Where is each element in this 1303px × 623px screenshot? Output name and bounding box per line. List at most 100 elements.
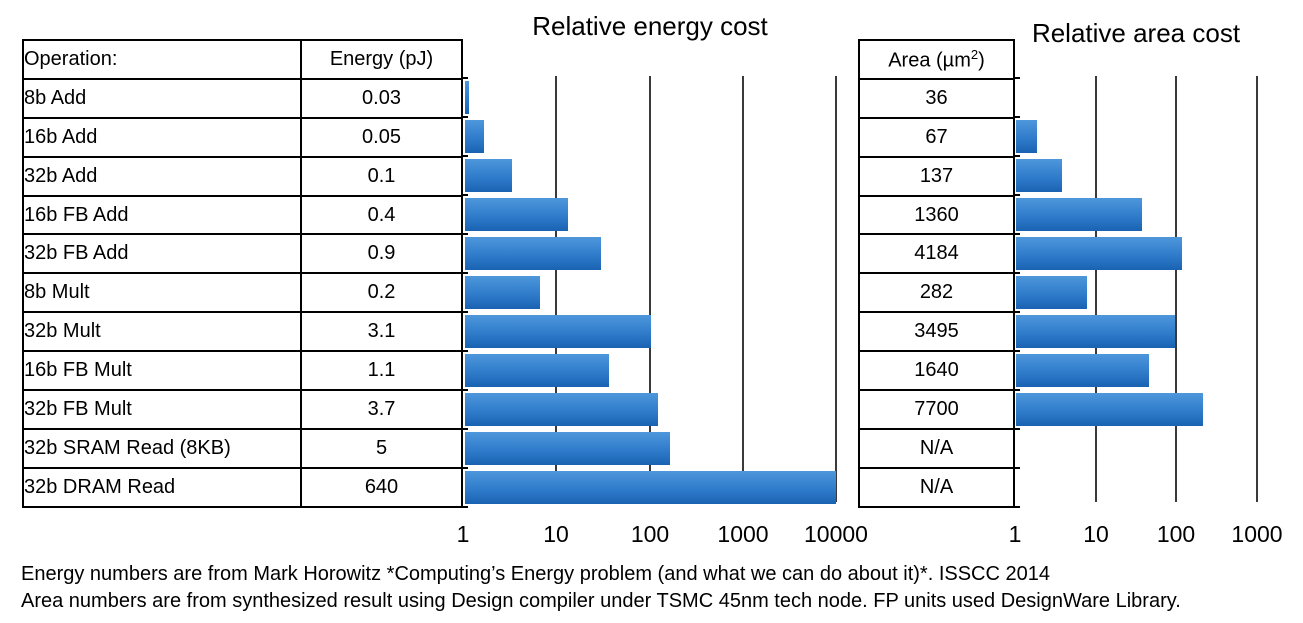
axis-tick-mark	[1015, 194, 1020, 196]
energy-axis-tick-label: 10000	[804, 521, 868, 547]
axis-tick-mark	[1015, 506, 1020, 508]
energy-value-cell: 0.2	[300, 272, 463, 314]
area-header-cell: Area (µm2)	[858, 39, 1015, 80]
table-row: 8b Mult 0.2	[22, 272, 463, 314]
area-gridline	[1256, 76, 1258, 502]
energy-axis-tick-label: 10	[543, 521, 569, 547]
axis-tick-mark	[463, 350, 468, 352]
axis-tick-mark	[463, 311, 468, 313]
area-bar	[1016, 393, 1203, 426]
area-value-cell: 67	[858, 116, 1015, 158]
axis-tick-mark	[463, 194, 468, 196]
area-value-cell: N/A	[858, 466, 1015, 508]
operation-cell: 8b Add	[22, 77, 302, 119]
area-bar	[1016, 159, 1062, 192]
area-value-cell: 282	[858, 272, 1015, 314]
area-bar	[1016, 276, 1087, 309]
energy-bar	[465, 81, 469, 114]
table-row: 32b FB Mult 3.7	[22, 389, 463, 430]
table-row: 3495	[858, 311, 1015, 353]
energy-value-cell: 0.03	[300, 77, 463, 119]
area-gridline	[1175, 76, 1177, 502]
energy-value-cell: 0.9	[300, 233, 463, 275]
area-axis-tick-label: 100	[1156, 521, 1196, 547]
operation-cell: 32b FB Mult	[22, 389, 302, 430]
area-value-cell: 3495	[858, 311, 1015, 353]
table-row: 36	[858, 77, 1015, 119]
table-row: 32b DRAM Read 640	[22, 466, 463, 508]
table-row: 32b SRAM Read (8KB) 5	[22, 427, 463, 469]
axis-tick-mark	[1015, 233, 1020, 235]
table-row: Operation: Energy (pJ)	[22, 39, 463, 80]
operation-cell: 16b FB Mult	[22, 350, 302, 392]
axis-tick-mark	[463, 428, 468, 430]
area-gridline	[1095, 76, 1097, 502]
operation-cell: 16b Add	[22, 116, 302, 158]
area-chart-title: Relative area cost	[1031, 18, 1241, 48]
table-row: N/A	[858, 466, 1015, 508]
operation-cell: 32b FB Add	[22, 233, 302, 275]
energy-value-cell: 0.1	[300, 155, 463, 197]
table-row: 1640	[858, 350, 1015, 392]
energy-gridline	[742, 76, 744, 502]
energy-bar	[465, 354, 609, 387]
axis-tick-mark	[463, 506, 468, 508]
area-axis-tick-label: 1000	[1231, 521, 1283, 547]
energy-bar	[465, 276, 540, 309]
table-row: Area (µm2)	[858, 39, 1015, 80]
energy-value-cell: 0.05	[300, 116, 463, 158]
table-row: 8b Add 0.03	[22, 77, 463, 119]
area-value-cell: 1640	[858, 350, 1015, 392]
axis-tick-mark	[1015, 311, 1020, 313]
area-value-cell: 36	[858, 77, 1015, 119]
area-value-cell: 1360	[858, 194, 1015, 236]
area-value-cell: N/A	[858, 427, 1015, 469]
energy-chart-title: Relative energy cost	[532, 11, 768, 41]
area-axis-tick-label: 1	[1008, 521, 1022, 547]
axis-tick-mark	[463, 233, 468, 235]
area-bar	[1016, 198, 1142, 231]
operation-cell: 8b Mult	[22, 272, 302, 314]
area-value-cell: 4184	[858, 233, 1015, 275]
area-header-superscript: 2	[970, 46, 979, 62]
area-bar	[1016, 315, 1175, 348]
table-row: 16b Add 0.05	[22, 116, 463, 158]
axis-tick-mark	[463, 116, 468, 118]
area-table: Area (µm2) 36 67 137 1360 4184 282 3495 1640 7700…	[858, 39, 1015, 508]
area-value-cell: 7700	[858, 389, 1015, 430]
operation-energy-table: Operation: Energy (pJ) 8b Add 0.03 16b Add 0.…	[22, 39, 463, 508]
table-row: 32b FB Add 0.9	[22, 233, 463, 275]
axis-tick-mark	[1015, 116, 1020, 118]
table-row: 137	[858, 155, 1015, 197]
energy-bar	[465, 198, 568, 231]
energy-gridline	[555, 76, 557, 502]
table-row: 32b Mult 3.1	[22, 311, 463, 353]
axis-tick-mark	[1015, 428, 1020, 430]
energy-bar	[465, 120, 484, 153]
axis-tick-mark	[463, 272, 468, 274]
operation-cell: 16b FB Add	[22, 194, 302, 236]
table-row: 4184	[858, 233, 1015, 275]
operation-cell: 32b Add	[22, 155, 302, 197]
energy-value-cell: 5	[300, 427, 463, 469]
table-row: 16b FB Mult 1.1	[22, 350, 463, 392]
axis-tick-mark	[463, 467, 468, 469]
table-row: 7700	[858, 389, 1015, 430]
energy-value-cell: 0.4	[300, 194, 463, 236]
area-bar	[1016, 237, 1182, 270]
energy-value-cell: 3.7	[300, 389, 463, 430]
operation-cell: 32b SRAM Read (8KB)	[22, 427, 302, 469]
energy-axis-tick-label: 1	[456, 521, 470, 547]
footnote-energy-source: Energy numbers are from Mark Horowitz *C…	[21, 563, 1050, 585]
area-bar	[1016, 354, 1149, 387]
table-row: 32b Add 0.1	[22, 155, 463, 197]
operation-header-cell: Operation:	[22, 39, 302, 80]
energy-bar	[465, 315, 651, 348]
axis-tick-mark	[1015, 155, 1020, 157]
energy-bar	[465, 432, 670, 465]
energy-bar	[465, 237, 601, 270]
energy-axis-tick-label: 100	[630, 521, 670, 547]
energy-bar	[465, 159, 512, 192]
energy-gridline	[649, 76, 651, 502]
energy-value-cell: 640	[300, 466, 463, 508]
